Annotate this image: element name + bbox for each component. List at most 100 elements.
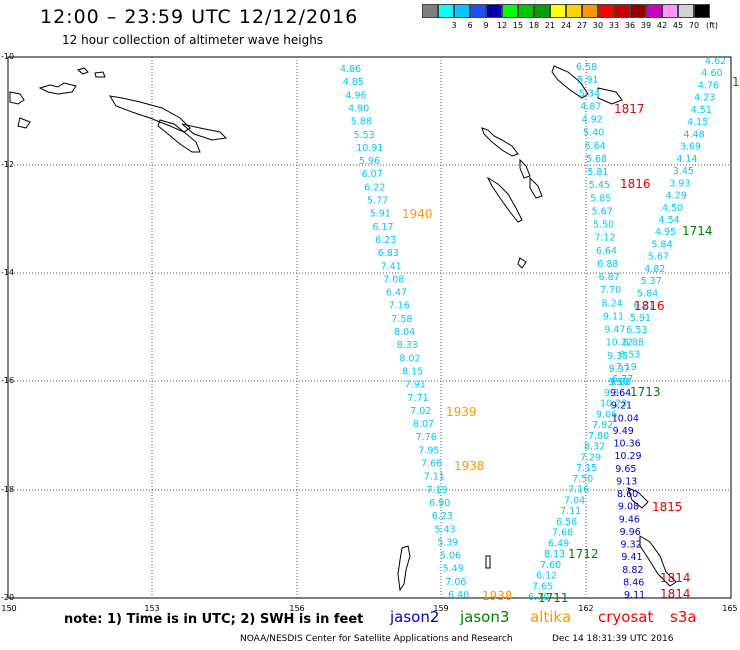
scale-swatch bbox=[550, 4, 566, 18]
coast-islands-1 bbox=[76, 67, 106, 78]
wave-value-1940: 6.47 bbox=[386, 288, 407, 299]
scale-label: 39 bbox=[640, 21, 652, 30]
lat-label-14: -14 bbox=[1, 268, 15, 277]
wave-value-1940: 6.83 bbox=[378, 248, 399, 259]
wave-value-1940: 7.76 bbox=[416, 432, 437, 443]
wave-value-1714: 5.91 bbox=[630, 313, 651, 324]
map-frame bbox=[7, 56, 732, 599]
scale-swatch bbox=[470, 4, 486, 18]
wave-value-1714: 4.50 bbox=[662, 203, 683, 214]
wave-value-1714: 4.54 bbox=[659, 215, 680, 226]
pass-time-label: 1712 bbox=[568, 547, 599, 561]
wave-value-1817: 9.86 bbox=[610, 377, 631, 388]
coast-solomon-2 bbox=[519, 158, 543, 199]
wave-value-1815: 9.96 bbox=[620, 527, 641, 538]
wave-value-1815: 9.08 bbox=[618, 502, 639, 513]
pass-time-label: 1938 bbox=[482, 589, 513, 603]
wave-value-1817: 5.81 bbox=[587, 167, 608, 178]
wave-value-1815: 8.82 bbox=[622, 565, 643, 576]
scale-label: 42 bbox=[656, 21, 668, 30]
scale-swatch bbox=[502, 4, 518, 18]
wave-value-1712: 7.11 bbox=[560, 506, 581, 517]
scale-label: 70 bbox=[688, 21, 700, 30]
wave-value-1940: 6.22 bbox=[364, 182, 385, 193]
pass-time-label: 1938 bbox=[454, 459, 485, 473]
scale-swatch bbox=[614, 4, 630, 18]
scale-swatch bbox=[678, 4, 694, 18]
wave-value-1714: 4.76 bbox=[698, 80, 719, 91]
scale-label: 15 bbox=[512, 21, 524, 30]
scale-swatch bbox=[630, 4, 646, 18]
wave-value-1940: 4.96 bbox=[345, 90, 366, 101]
wave-value-1714: 4.62 bbox=[705, 56, 726, 67]
wave-value-1940: 8.04 bbox=[394, 327, 415, 338]
wave-value-1940: 6.07 bbox=[362, 169, 383, 180]
scale-swatch bbox=[454, 4, 470, 18]
map-subtitle: 12 hour collection of altimeter wave hei… bbox=[62, 33, 324, 47]
coast-island-4 bbox=[597, 87, 623, 105]
wave-value-1940: 7.02 bbox=[410, 406, 431, 417]
wave-value-1712: 7.04 bbox=[564, 495, 585, 506]
scale-swatch bbox=[694, 4, 710, 18]
legend-cryosat: cryosat bbox=[598, 608, 654, 626]
scale-label: 24 bbox=[560, 21, 572, 30]
coastlines bbox=[9, 65, 677, 592]
scale-label: 30 bbox=[592, 21, 604, 30]
color-scale bbox=[422, 4, 710, 18]
legend-jason3: jason3 bbox=[460, 608, 510, 626]
track-layer: 4.86 4.85 4.96 4.90 5.88 5.53 10.91 5.96 6.07 6.2… bbox=[340, 56, 740, 605]
wave-value-1940: 5.53 bbox=[354, 130, 375, 141]
wave-value-1712: 7.16 bbox=[568, 485, 589, 496]
pass-time-label: 1814 bbox=[660, 587, 691, 601]
wave-value-1817: 7.12 bbox=[594, 233, 615, 244]
coast-west bbox=[9, 91, 31, 129]
wave-value-1815: 10.04 bbox=[612, 413, 639, 424]
wave-value-1714: 4.23 bbox=[694, 93, 715, 104]
map-title: 12:00 – 23:59 UTC 12/12/2016 bbox=[40, 6, 359, 28]
coast-islands-2 bbox=[38, 82, 77, 95]
wave-value-1940: 5.91 bbox=[370, 209, 391, 220]
wave-value-1815: 9.11 bbox=[624, 590, 645, 601]
wave-value-1940: 7.58 bbox=[391, 314, 412, 325]
pass-time-label: 1713 bbox=[630, 385, 661, 399]
wave-value-1940: 8.07 bbox=[413, 419, 434, 430]
wave-value-1815: 9.21 bbox=[611, 401, 632, 412]
wave-value-1817: 9.47 bbox=[604, 325, 625, 336]
coast-new-ireland bbox=[551, 65, 589, 99]
wave-value-1815: 9.65 bbox=[615, 464, 636, 475]
wave-value-1940: 7.71 bbox=[408, 393, 429, 404]
wave-value-1712: 7.68 bbox=[552, 528, 573, 539]
wave-value-1817: 8.24 bbox=[602, 298, 623, 309]
wave-value-1940: 7.41 bbox=[381, 261, 402, 272]
wave-value-1712: 8.32 bbox=[584, 442, 605, 453]
scale-label: 45 bbox=[672, 21, 684, 30]
wave-value-1940: 6.23 bbox=[432, 511, 453, 522]
wave-value-1815: 10.36 bbox=[614, 439, 641, 450]
wave-value-1712: 6.49 bbox=[548, 538, 569, 549]
wave-value-1940: 6.17 bbox=[372, 222, 393, 233]
wave-value-1815: 9.49 bbox=[613, 426, 634, 437]
wave-value-1714: 4.51 bbox=[691, 105, 712, 116]
wave-value-1940: 7.66 bbox=[421, 459, 442, 470]
wave-value-1714: 5.37 bbox=[641, 276, 662, 287]
pass-time-label: 1816 bbox=[620, 177, 651, 191]
scale-label: 33 bbox=[608, 21, 620, 30]
scale-unit: (ft) bbox=[706, 21, 719, 30]
scale-label: 3 bbox=[451, 21, 457, 30]
wave-value-1940: 7.91 bbox=[405, 380, 426, 391]
wave-value-1714: 6.21 bbox=[633, 301, 654, 312]
wave-value-1714: 6.53 bbox=[626, 325, 647, 336]
scale-swatch bbox=[486, 4, 502, 18]
wave-value-1712: 10.23 bbox=[600, 399, 627, 410]
lon-label-153: 153 bbox=[144, 604, 160, 613]
wave-value-1940: 6.90 bbox=[429, 498, 450, 509]
lat-label-18: -18 bbox=[1, 485, 15, 494]
wave-value-1714: 4.29 bbox=[666, 191, 687, 202]
lat-label-10: -10 bbox=[1, 52, 15, 61]
wave-value-1940: 4.85 bbox=[343, 77, 364, 88]
coast-vanuatu-1 bbox=[627, 487, 649, 509]
wave-value-1817: 6.87 bbox=[599, 272, 620, 283]
lat-label-12: -12 bbox=[1, 160, 15, 169]
wave-value-1714: 4.14 bbox=[676, 154, 697, 165]
wave-value-1714: 6.77 bbox=[612, 374, 633, 385]
